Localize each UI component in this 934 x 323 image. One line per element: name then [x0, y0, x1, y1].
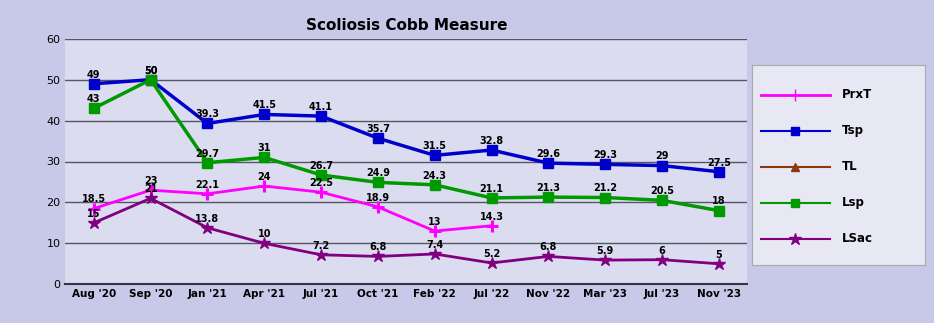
Text: 31: 31 — [258, 143, 271, 153]
Text: 7.4: 7.4 — [426, 240, 444, 250]
Text: 20.5: 20.5 — [650, 186, 674, 196]
Text: PrxT: PrxT — [842, 88, 872, 101]
Text: 23: 23 — [144, 176, 157, 186]
Text: 41.1: 41.1 — [309, 102, 333, 112]
Text: 31.5: 31.5 — [423, 141, 446, 151]
Text: 18.9: 18.9 — [366, 193, 389, 203]
Text: Lsp: Lsp — [842, 196, 865, 209]
Text: 7.2: 7.2 — [313, 241, 330, 251]
Text: 18: 18 — [712, 196, 726, 206]
Text: 10: 10 — [258, 229, 271, 239]
Text: 6.8: 6.8 — [369, 242, 387, 252]
Text: 6: 6 — [658, 245, 665, 255]
Text: 43: 43 — [87, 94, 101, 104]
Text: TL: TL — [842, 160, 857, 173]
Text: 21.2: 21.2 — [593, 183, 617, 193]
Title: Scoliosis Cobb Measure: Scoliosis Cobb Measure — [305, 18, 507, 33]
Text: 21.3: 21.3 — [536, 183, 560, 193]
Text: 5.9: 5.9 — [597, 246, 614, 256]
Text: 29.3: 29.3 — [593, 150, 617, 160]
Text: 13: 13 — [428, 217, 442, 227]
Text: 29.6: 29.6 — [536, 149, 560, 159]
Text: 35.7: 35.7 — [366, 124, 389, 134]
Text: 32.8: 32.8 — [479, 136, 503, 146]
Text: 6.8: 6.8 — [540, 242, 557, 252]
Text: 21: 21 — [144, 184, 157, 194]
Text: 15: 15 — [87, 209, 101, 219]
Text: 24: 24 — [258, 172, 271, 182]
Text: 24.3: 24.3 — [423, 171, 446, 181]
Text: 50: 50 — [144, 66, 157, 76]
Text: 27.5: 27.5 — [707, 158, 730, 168]
Text: 49: 49 — [87, 69, 101, 79]
Text: 22.1: 22.1 — [195, 180, 219, 190]
Text: 29: 29 — [656, 151, 669, 162]
Text: 26.7: 26.7 — [309, 161, 333, 171]
Text: 14.3: 14.3 — [479, 212, 503, 222]
Text: Tsp: Tsp — [842, 124, 864, 137]
Text: 5: 5 — [715, 250, 722, 260]
Text: LSac: LSac — [842, 232, 872, 245]
Text: 24.9: 24.9 — [366, 168, 389, 178]
Text: 22.5: 22.5 — [309, 178, 333, 188]
Text: 41.5: 41.5 — [252, 100, 276, 110]
Text: 5.2: 5.2 — [483, 249, 500, 259]
Text: 13.8: 13.8 — [195, 214, 219, 224]
Text: 39.3: 39.3 — [195, 109, 219, 119]
Text: 18.5: 18.5 — [82, 194, 106, 204]
Text: 29.7: 29.7 — [195, 149, 219, 159]
Text: 50: 50 — [144, 66, 157, 76]
Text: 21.1: 21.1 — [479, 184, 503, 194]
